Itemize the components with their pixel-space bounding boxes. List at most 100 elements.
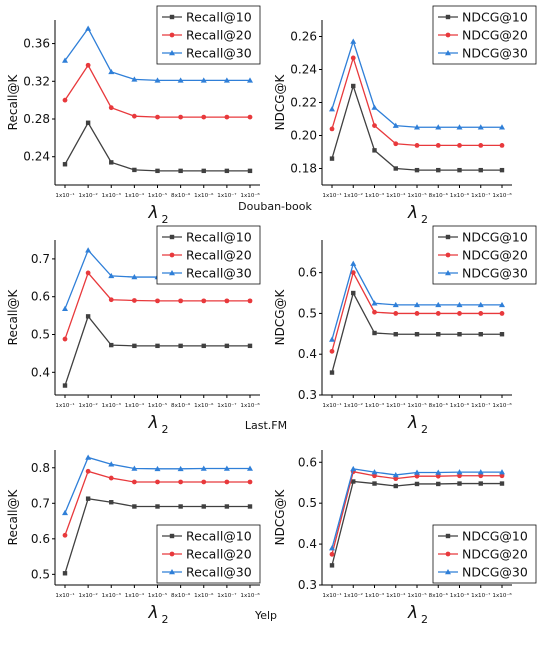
data-point [372,148,377,153]
chart-1-recall-at-k: 0.24 0.28 0.32 0.36 1x10⁻¹ 1x10⁻² 1x10⁻³ 1x10⁻⁴… [6,5,261,226]
data-point [414,469,420,475]
legend-label: NDCG@20 [462,248,528,263]
data-point [177,77,184,83]
x-tick-label: 1x10⁻⁷ [217,192,236,199]
y-tick-label: 0.3 [298,578,317,592]
data-point [372,473,377,479]
x-tick-label: 1x10⁻⁷ [471,592,490,599]
data-point [178,504,183,509]
x-tick-label: 1x10⁻⁸ [240,192,260,199]
data-point [499,311,505,316]
x-axis-label-subscript: 2 [162,423,169,436]
x-tick-label: 1x10⁻¹ [55,402,74,409]
y-tick-label: 0.20 [290,129,317,143]
legend-marker [445,234,451,240]
y-tick-label: 0.18 [290,162,317,176]
x-tick-label: 1x10⁻⁵ [148,402,167,409]
data-point [85,25,92,31]
data-point [178,114,184,120]
data-point [371,104,378,110]
legend-marker [445,551,451,557]
legend-marker [169,533,175,539]
y-tick-label: 0.5 [31,567,50,581]
data-point [329,106,335,112]
data-point [109,160,114,165]
data-point [247,343,253,349]
data-point [85,496,91,501]
x-tick-label: 1x10⁻² [79,192,98,199]
data-point [201,343,206,349]
y-axis-label: Recall@K [6,289,20,346]
x-tick-label: 1x10⁻⁴ [125,592,145,599]
legend-label: Recall@20 [186,248,252,263]
data-point [456,124,463,130]
data-point [478,332,483,337]
data-point [392,471,399,478]
data-point [155,343,160,349]
data-point [329,370,335,375]
data-point [62,305,68,312]
x-tick-label: 1x10⁻² [344,192,363,199]
data-point [436,332,441,337]
data-point [499,473,505,479]
data-point [371,469,378,475]
x-tick-label: 1x10⁻² [79,402,98,409]
series-line-recall-at-10 [64,315,250,386]
data-point [131,479,137,485]
x-axis-label: λ [407,413,418,433]
x-tick-label: 1x10⁻⁷ [217,402,236,409]
data-point [457,311,462,316]
data-point [108,475,114,481]
x-tick-label: 1x10⁻⁸ [492,402,512,409]
data-point [201,479,207,485]
x-axis-label: λ [407,203,418,223]
y-tick-label: 0.3 [298,388,317,402]
y-tick-label: 0.32 [23,74,50,88]
data-point [62,336,68,342]
data-point [414,473,420,479]
data-point [393,332,398,337]
y-tick-label: 0.28 [23,112,50,126]
data-point [62,532,68,538]
data-point [350,270,356,276]
x-tick-label: 8x10⁻⁶ [171,192,191,199]
data-point [371,300,378,306]
x-tick-label: 1x10⁻⁸ [240,402,260,409]
data-point [177,465,184,472]
legend-label: NDCG@20 [462,28,528,43]
legend-marker [169,252,175,258]
data-point [499,301,505,308]
x-tick-label: 1x10⁻⁵ [407,402,426,409]
data-point [350,38,357,44]
data-point [435,143,441,148]
x-tick-label: 1x10⁻⁴ [386,402,406,409]
data-point [499,469,505,475]
data-point [414,311,420,316]
legend-label: Recall@20 [186,547,252,562]
x-axis-label: λ [147,603,158,623]
x-axis-label: λ [407,603,418,623]
data-point [478,481,483,486]
x-tick-label: 1x10⁻¹ [322,192,341,199]
y-tick-label: 0.6 [298,455,317,469]
data-point [457,332,462,337]
data-point [62,571,68,576]
data-point [499,332,505,337]
legend-label: Recall@30 [186,565,252,580]
data-point [392,122,399,128]
data-point [132,504,137,509]
data-point [435,469,442,475]
legend-label: NDCG@30 [462,565,528,580]
data-point [62,162,68,167]
data-point [372,123,377,128]
y-axis-label: Recall@K [6,74,20,131]
data-point [201,114,207,120]
x-tick-label: 1x10⁻⁸ [492,192,512,199]
data-point [201,504,206,509]
data-point [109,500,114,505]
x-tick-label: 8x10⁻⁶ [429,592,449,599]
data-point [372,330,377,336]
data-point [201,298,207,304]
data-point [85,247,92,253]
